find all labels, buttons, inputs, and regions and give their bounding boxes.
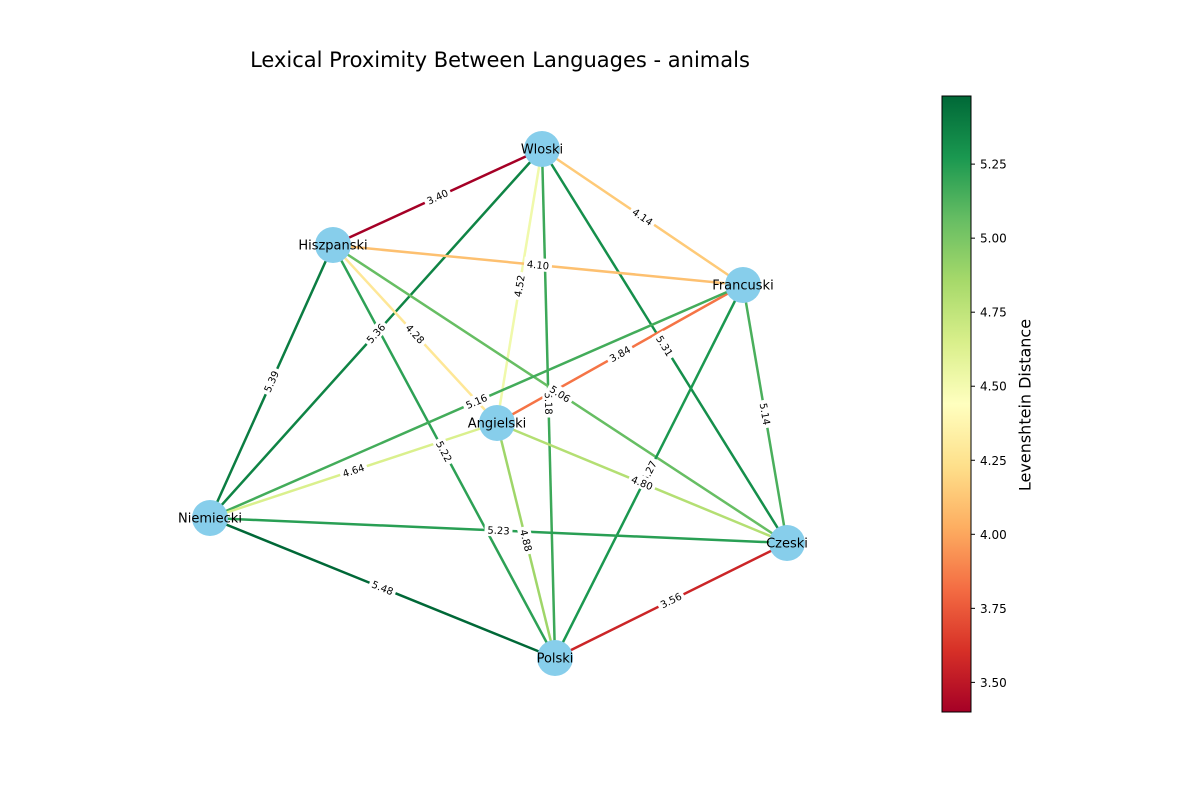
edge-label-background bbox=[338, 459, 369, 481]
node-francuski bbox=[725, 267, 761, 303]
colorbar-tick-label: 4.50 bbox=[980, 380, 1007, 394]
edge-label-francuski-czeski: 5.14 bbox=[756, 399, 775, 429]
edge-label-text: 5.18 bbox=[542, 392, 554, 415]
node-czeski bbox=[769, 525, 805, 561]
colorbar-tick-label: 4.00 bbox=[980, 528, 1007, 542]
edge-label-background bbox=[259, 365, 283, 397]
edge-label-wloski-hiszpanski: 3.40 bbox=[421, 184, 453, 209]
colorbar-tick-label: 3.75 bbox=[980, 602, 1007, 616]
edge-label-text: 5.22 bbox=[433, 440, 453, 465]
edge-label-wloski-francuski: 4.14 bbox=[627, 203, 659, 230]
edge-label-hiszpanski-niemiecki: 5.39 bbox=[259, 365, 283, 397]
edge-label-text: 3.56 bbox=[659, 592, 684, 612]
edge-label-wloski-polski: 5.18 bbox=[542, 389, 556, 418]
edge-label-background bbox=[626, 471, 658, 494]
edge-label-hiszpanski-polski: 5.22 bbox=[432, 435, 457, 467]
colorbar-tick-label: 5.25 bbox=[980, 158, 1007, 172]
edge-label-background bbox=[604, 341, 636, 367]
node-label-francuski: Francuski bbox=[712, 279, 773, 294]
edge-label-text: 4.88 bbox=[517, 529, 533, 553]
edge-label-background bbox=[367, 576, 399, 599]
edge-label-text: 4.64 bbox=[342, 463, 367, 480]
edge-label-hiszpanski-francuski: 4.10 bbox=[523, 256, 553, 273]
colorbar: 3.50 3.75 4.00 4.25 4.50 4.75 5.00 5.25 bbox=[941, 95, 1007, 713]
edge-label-text: 3.40 bbox=[426, 188, 451, 207]
edge-label-text: 5.23 bbox=[487, 526, 510, 538]
colorbar-gradient bbox=[941, 95, 972, 713]
edge-label-background bbox=[401, 318, 430, 349]
node-polski bbox=[537, 640, 573, 676]
edge-label-angielski-polski: 4.88 bbox=[516, 525, 537, 556]
edge-label-niemiecki-polski: 5.48 bbox=[367, 576, 399, 599]
edges-layer bbox=[208, 147, 789, 660]
edge-label-background bbox=[545, 380, 576, 407]
edge-label-text: 5.39 bbox=[263, 370, 282, 395]
node-label-hiszpanski: Hiszpanski bbox=[298, 239, 367, 254]
edge-label-background bbox=[421, 184, 453, 209]
edge-label-background bbox=[361, 318, 390, 348]
node-angielski bbox=[479, 405, 515, 441]
edge-label-text: 3.84 bbox=[608, 345, 633, 365]
colorbar-label: Levenshtein Distance bbox=[1015, 318, 1035, 492]
edge-label-text: 4.10 bbox=[526, 259, 549, 272]
node-label-niemiecki: Niemiecki bbox=[178, 512, 242, 527]
edge-label-background bbox=[523, 256, 553, 273]
node-label-czeski: Czeski bbox=[766, 537, 808, 552]
edge-label-background bbox=[542, 389, 556, 418]
edge-label-czeski-polski: 3.56 bbox=[655, 588, 687, 613]
edge-label-text: 5.48 bbox=[370, 580, 395, 599]
node-label-angielski: Angielski bbox=[468, 417, 527, 432]
edge-label-background bbox=[756, 399, 775, 429]
edge-label-background bbox=[460, 389, 492, 413]
colorbar-tick-label: 4.75 bbox=[980, 306, 1007, 320]
edge-label-wloski-angielski: 4.52 bbox=[510, 271, 528, 301]
node-label-wloski: Wloski bbox=[521, 143, 563, 158]
edge-label-text: 4.52 bbox=[513, 274, 527, 298]
node-niemiecki bbox=[192, 500, 228, 536]
edge-label-background bbox=[432, 435, 457, 467]
edge-label-niemiecki-czeski: 5.23 bbox=[484, 522, 513, 538]
edge-label-angielski-niemiecki: 4.64 bbox=[338, 459, 369, 481]
node-wloski bbox=[524, 131, 560, 167]
edge-label-background bbox=[516, 525, 537, 556]
edge-label-background bbox=[484, 522, 513, 538]
edge-label-background bbox=[655, 588, 687, 613]
edge-label-background bbox=[652, 330, 678, 362]
chart-title: Lexical Proximity Between Languages - an… bbox=[250, 48, 750, 72]
colorbar-tick-label: 3.50 bbox=[980, 676, 1007, 690]
nodes-layer: Wloski Hiszpanski Francuski Angielski Niemie… bbox=[178, 131, 808, 676]
edge-label-background bbox=[510, 271, 528, 301]
edge-label-background bbox=[627, 203, 659, 230]
node-label-polski: Polski bbox=[537, 652, 574, 667]
edge-label-text: 5.14 bbox=[757, 402, 772, 426]
colorbar-tick-label: 5.00 bbox=[980, 232, 1007, 246]
colorbar-tick-label: 4.25 bbox=[980, 454, 1007, 468]
node-hiszpanski bbox=[315, 227, 351, 263]
